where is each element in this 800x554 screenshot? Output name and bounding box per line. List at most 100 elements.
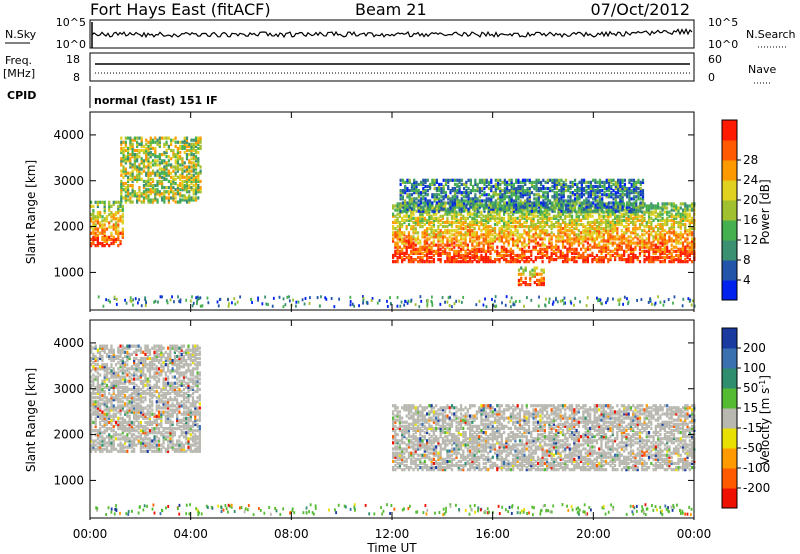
heatmap-cell bbox=[460, 197, 463, 201]
heatmap-cell bbox=[602, 216, 605, 220]
heatmap-cell bbox=[598, 178, 602, 182]
heatmap-cell bbox=[516, 216, 519, 220]
heatmap-cell bbox=[514, 210, 517, 214]
heatmap-cell bbox=[394, 235, 397, 239]
heatmap-cell bbox=[94, 416, 97, 420]
heatmap-cell bbox=[197, 196, 200, 200]
heatmap-cell bbox=[657, 204, 660, 208]
heatmap-cell bbox=[686, 214, 689, 218]
heatmap-cell bbox=[99, 344, 102, 348]
heatmap-cell bbox=[607, 205, 611, 209]
heatmap-cell bbox=[512, 301, 515, 305]
heatmap-cell bbox=[401, 191, 405, 195]
heatmap-cell bbox=[129, 299, 132, 303]
heatmap-cell bbox=[426, 203, 429, 207]
heatmap-cell bbox=[421, 257, 424, 262]
heatmap-cell bbox=[584, 247, 587, 251]
heatmap-cell bbox=[663, 241, 666, 245]
heatmap-cell bbox=[602, 233, 605, 237]
heatmap-cell bbox=[643, 253, 646, 258]
colorbar-swatch bbox=[722, 140, 737, 161]
heatmap-cell bbox=[573, 227, 576, 231]
heatmap-cell bbox=[616, 191, 620, 195]
heatmap-cell bbox=[520, 282, 523, 287]
heatmap-cell bbox=[90, 400, 93, 404]
heatmap-cell bbox=[550, 220, 553, 225]
heatmap-cell bbox=[432, 218, 435, 222]
heatmap-cell bbox=[485, 203, 488, 207]
heatmap-cell bbox=[158, 153, 161, 157]
heatmap-cell bbox=[165, 161, 168, 165]
heatmap-cell bbox=[421, 251, 424, 255]
heatmap-cell bbox=[564, 222, 567, 227]
heatmap-cell bbox=[500, 227, 503, 231]
heatmap-cell bbox=[587, 191, 590, 195]
heatmap-cell bbox=[647, 220, 651, 225]
heatmap-cell bbox=[534, 247, 537, 251]
heatmap-cell bbox=[634, 255, 637, 260]
heatmap-cell bbox=[605, 301, 607, 305]
heatmap-cell bbox=[466, 251, 469, 255]
heatmap-cell bbox=[435, 233, 438, 237]
heatmap-cell bbox=[414, 204, 417, 208]
heatmap-cell bbox=[94, 235, 97, 239]
heatmap-cell bbox=[605, 178, 608, 182]
heatmap-cell bbox=[169, 298, 172, 302]
heatmap-cell bbox=[449, 189, 452, 193]
heatmap-cell bbox=[630, 182, 633, 187]
heatmap-cell bbox=[661, 249, 664, 253]
heatmap-cell bbox=[149, 183, 152, 188]
heatmap-cell bbox=[458, 184, 461, 189]
heatmap-cell bbox=[108, 200, 111, 204]
heatmap-cell bbox=[473, 231, 476, 235]
heatmap-cell bbox=[147, 173, 150, 177]
heatmap-cell bbox=[641, 191, 645, 195]
heatmap-cell bbox=[498, 260, 501, 264]
heatmap-cell bbox=[527, 241, 531, 245]
heatmap-cell bbox=[154, 163, 157, 167]
heatmap-cell bbox=[421, 220, 424, 225]
heatmap-cell bbox=[469, 257, 472, 262]
heatmap-cell bbox=[629, 239, 633, 243]
heatmap-cell bbox=[652, 247, 655, 251]
heatmap-cell bbox=[645, 255, 648, 260]
heatmap-cell bbox=[464, 216, 467, 220]
heatmap-cell bbox=[490, 178, 493, 182]
heatmap-cell bbox=[90, 385, 93, 389]
heatmap-cell bbox=[142, 159, 146, 163]
heatmap-cell bbox=[458, 209, 461, 213]
heatmap-cell bbox=[464, 235, 467, 239]
heatmap-cell bbox=[401, 203, 405, 207]
heatmap-cell bbox=[577, 239, 580, 243]
heatmap-cell bbox=[534, 257, 537, 262]
heatmap-cell bbox=[535, 193, 538, 197]
heatmap-cell bbox=[428, 182, 432, 187]
heatmap-cell bbox=[469, 251, 472, 255]
heatmap-cell bbox=[493, 208, 497, 212]
heatmap-cell bbox=[101, 439, 104, 443]
heatmap-cell bbox=[419, 182, 423, 187]
heatmap-cell bbox=[96, 435, 99, 439]
heatmap-cell bbox=[131, 179, 134, 184]
heatmap-cell bbox=[192, 179, 195, 184]
heatmap-cell bbox=[492, 207, 495, 211]
heatmap-cell bbox=[475, 237, 479, 241]
heatmap-cell bbox=[654, 214, 657, 218]
heatmap-cell bbox=[493, 257, 497, 262]
heatmap-cell bbox=[99, 354, 102, 359]
heatmap-cell bbox=[670, 253, 673, 258]
heatmap-cell bbox=[401, 239, 404, 243]
heatmap-cell bbox=[414, 229, 417, 233]
heatmap-cell bbox=[90, 350, 93, 354]
heatmap-cell bbox=[498, 257, 501, 262]
heatmap-cell bbox=[530, 251, 533, 255]
heatmap-cell bbox=[638, 253, 642, 258]
heatmap-cell bbox=[607, 237, 610, 241]
heatmap-cell bbox=[412, 231, 415, 235]
heatmap-cell bbox=[444, 251, 447, 255]
heatmap-cell bbox=[520, 272, 523, 276]
heatmap-cell bbox=[569, 191, 572, 195]
heatmap-cell bbox=[435, 218, 438, 222]
heatmap-cell bbox=[421, 231, 424, 235]
heatmap-cell bbox=[634, 212, 637, 216]
